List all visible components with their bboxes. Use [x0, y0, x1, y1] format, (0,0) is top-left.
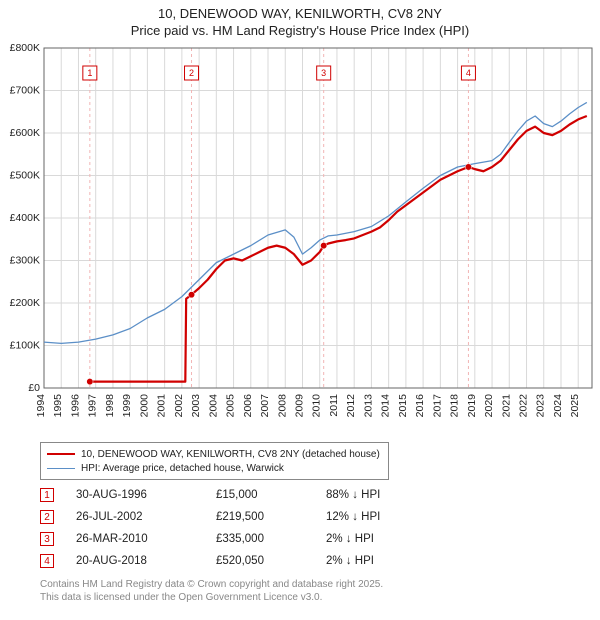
svg-text:2016: 2016 [414, 394, 426, 418]
event-row: 4 20-AUG-2018£520,0502% ↓ HPI [40, 550, 426, 572]
svg-text:£400K: £400K [10, 212, 40, 224]
title-line-2: Price paid vs. HM Land Registry's House … [0, 23, 600, 40]
svg-text:2005: 2005 [225, 394, 237, 418]
svg-text:£500K: £500K [10, 170, 40, 182]
event-number: 3 [40, 532, 54, 546]
svg-text:2003: 2003 [190, 394, 202, 418]
svg-text:2001: 2001 [156, 394, 168, 418]
svg-text:2017: 2017 [431, 394, 443, 418]
event-row: 2 26-JUL-2002£219,50012% ↓ HPI [40, 506, 426, 528]
event-number: 4 [40, 554, 54, 568]
event-price: £335,000 [216, 533, 326, 545]
svg-text:2015: 2015 [397, 394, 409, 418]
svg-text:2009: 2009 [293, 394, 305, 418]
legend-label: 10, DENEWOOD WAY, KENILWORTH, CV8 2NY (d… [81, 449, 380, 460]
svg-text:2010: 2010 [311, 394, 323, 418]
event-row: 1 30-AUG-1996£15,00088% ↓ HPI [40, 484, 426, 506]
svg-text:1996: 1996 [69, 394, 81, 418]
footer-line-2: This data is licensed under the Open Gov… [40, 591, 383, 604]
svg-text:£200K: £200K [10, 297, 40, 309]
chart-container: 10, DENEWOOD WAY, KENILWORTH, CV8 2NY Pr… [0, 0, 600, 620]
svg-text:2021: 2021 [500, 394, 512, 418]
svg-text:2013: 2013 [362, 394, 374, 418]
events-table: 1 30-AUG-1996£15,00088% ↓ HPI 2 26-JUL-2002… [40, 484, 426, 572]
svg-text:1: 1 [87, 68, 92, 78]
svg-text:2006: 2006 [242, 394, 254, 418]
svg-text:2019: 2019 [466, 394, 478, 418]
svg-text:3: 3 [321, 68, 326, 78]
legend-swatch [47, 453, 75, 455]
svg-text:2007: 2007 [259, 394, 271, 418]
svg-text:2018: 2018 [449, 394, 461, 418]
svg-text:£600K: £600K [10, 127, 40, 139]
legend: 10, DENEWOOD WAY, KENILWORTH, CV8 2NY (d… [40, 442, 389, 480]
svg-text:2023: 2023 [535, 394, 547, 418]
event-number: 1 [40, 488, 54, 502]
event-delta: 12% ↓ HPI [326, 511, 426, 523]
svg-text:1997: 1997 [87, 394, 99, 418]
footer-attribution: Contains HM Land Registry data © Crown c… [40, 578, 383, 604]
footer-line-1: Contains HM Land Registry data © Crown c… [40, 578, 383, 591]
svg-text:2014: 2014 [380, 394, 392, 418]
event-row: 3 26-MAR-2010£335,0002% ↓ HPI [40, 528, 426, 550]
svg-text:2020: 2020 [483, 394, 495, 418]
legend-label: HPI: Average price, detached house, Warw… [81, 463, 284, 474]
event-date: 20-AUG-2018 [76, 555, 216, 567]
event-price: £15,000 [216, 489, 326, 501]
svg-text:£300K: £300K [10, 255, 40, 267]
legend-item: 10, DENEWOOD WAY, KENILWORTH, CV8 2NY (d… [47, 447, 380, 461]
svg-text:2002: 2002 [173, 394, 185, 418]
svg-text:4: 4 [466, 68, 471, 78]
svg-text:2011: 2011 [328, 394, 340, 417]
svg-text:2012: 2012 [345, 394, 357, 418]
event-price: £520,050 [216, 555, 326, 567]
legend-swatch [47, 468, 75, 469]
svg-text:2024: 2024 [552, 394, 564, 418]
svg-text:2: 2 [189, 68, 194, 78]
svg-text:£700K: £700K [10, 85, 40, 97]
svg-text:1998: 1998 [104, 394, 116, 418]
event-delta: 2% ↓ HPI [326, 555, 426, 567]
svg-text:2004: 2004 [207, 394, 219, 418]
event-delta: 2% ↓ HPI [326, 533, 426, 545]
svg-text:1994: 1994 [35, 394, 47, 418]
chart-svg: £0 £100K £200K £300K £400K £500K £600K £700K £80… [0, 42, 600, 438]
svg-text:2022: 2022 [518, 394, 530, 418]
svg-text:£800K: £800K [10, 42, 40, 54]
event-number: 2 [40, 510, 54, 524]
event-delta: 88% ↓ HPI [326, 489, 426, 501]
title-line-1: 10, DENEWOOD WAY, KENILWORTH, CV8 2NY [0, 6, 600, 23]
svg-text:2000: 2000 [138, 394, 150, 418]
svg-text:£100K: £100K [10, 340, 40, 352]
event-date: 30-AUG-1996 [76, 489, 216, 501]
svg-text:£0: £0 [28, 382, 40, 394]
svg-text:1995: 1995 [52, 394, 64, 418]
event-date: 26-MAR-2010 [76, 533, 216, 545]
event-date: 26-JUL-2002 [76, 511, 216, 523]
chart-area: £0 £100K £200K £300K £400K £500K £600K £700K £80… [0, 42, 600, 438]
svg-text:1999: 1999 [121, 394, 133, 418]
svg-text:2025: 2025 [569, 394, 581, 418]
chart-title: 10, DENEWOOD WAY, KENILWORTH, CV8 2NY Pr… [0, 0, 600, 40]
svg-text:2008: 2008 [276, 394, 288, 418]
legend-item: HPI: Average price, detached house, Warw… [47, 461, 380, 475]
event-price: £219,500 [216, 511, 326, 523]
